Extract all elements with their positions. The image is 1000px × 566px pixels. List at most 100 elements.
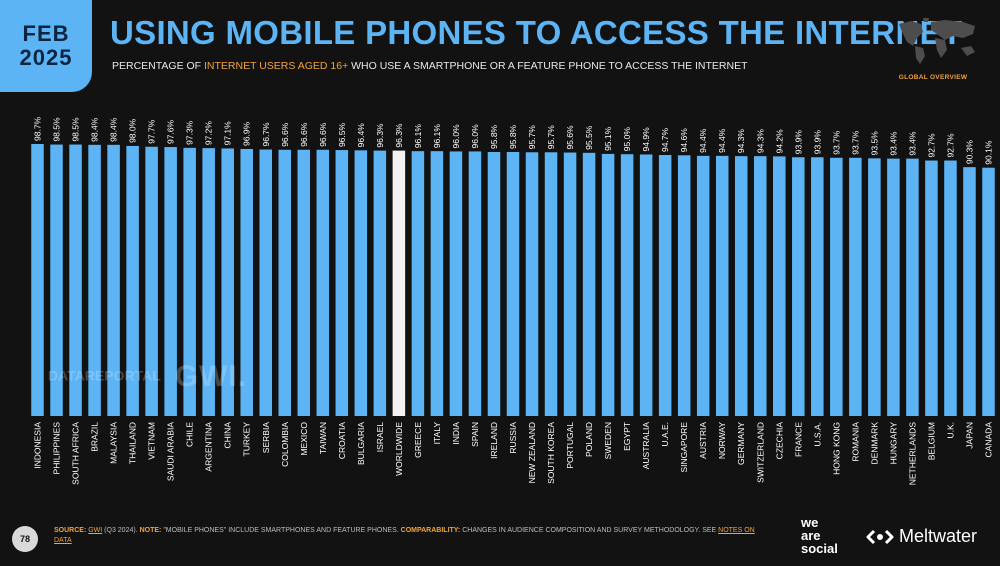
bar-netherlands — [906, 158, 919, 417]
bar-mexico — [297, 149, 311, 416]
value-label: 95.1% — [603, 126, 613, 151]
date-month: FEB — [22, 21, 70, 46]
bar-canada — [982, 167, 995, 416]
we-are-social-logo: we are social — [801, 516, 838, 555]
meltwater-icon — [866, 529, 894, 544]
value-label: 92.7% — [945, 133, 955, 158]
source-link[interactable]: GWI — [88, 527, 103, 534]
value-label: 94.9% — [641, 127, 651, 152]
category-label: MALAYSIA — [109, 422, 119, 464]
category-label: PHILIPPINES — [52, 422, 62, 475]
value-label: 93.5% — [869, 131, 879, 156]
source-note: SOURCE: GWI (Q3 2024). NOTE: "MOBILE PHO… — [54, 526, 774, 546]
category-label: GREECE — [413, 422, 423, 458]
value-label: 97.1% — [223, 121, 233, 146]
category-label: IRELAND — [489, 422, 499, 459]
category-label: ISRAEL — [375, 422, 385, 453]
bar-singapore — [677, 155, 691, 417]
value-label: 95.7% — [546, 125, 556, 150]
bar-australia — [639, 154, 653, 416]
category-label: NORWAY — [717, 422, 727, 459]
category-label: INDONESIA — [33, 422, 43, 469]
value-label: 93.4% — [888, 131, 898, 156]
bar-croatia — [335, 150, 349, 416]
bar-u-a-e- — [658, 155, 672, 416]
value-label: 96.6% — [280, 122, 290, 147]
subtitle-highlight: INTERNET USERS AGED 16+ — [203, 60, 349, 72]
bar-belgium — [925, 160, 938, 416]
value-label: 97.2% — [204, 121, 214, 146]
bar-thailand — [126, 145, 139, 416]
source-text: (Q3 2024). — [102, 527, 140, 534]
category-label: TURKEY — [242, 422, 252, 457]
bar-austria — [696, 155, 710, 416]
value-label: 96.0% — [451, 124, 461, 149]
bar-russia — [506, 151, 520, 417]
bar-malaysia — [107, 144, 120, 416]
category-label: SOUTH AFRICA — [71, 422, 81, 485]
value-label: 95.6% — [565, 125, 575, 150]
value-label: 95.0% — [622, 127, 632, 152]
bar-taiwan — [316, 149, 330, 416]
category-label: ROMANIA — [850, 422, 860, 462]
bar-italy — [430, 151, 444, 417]
bar-india — [449, 151, 463, 416]
category-label: PORTUGAL — [565, 422, 575, 469]
bar-u-s-a- — [811, 157, 824, 417]
category-label: SWITZERLAND — [755, 422, 765, 483]
value-label: 94.3% — [755, 129, 765, 154]
category-label: EGYPT — [622, 422, 632, 451]
category-label: POLAND — [584, 422, 594, 457]
category-label: WORLDWIDE — [394, 422, 404, 476]
bar-new-zealand — [525, 152, 539, 416]
value-label: 92.7% — [926, 133, 936, 158]
bar-serbia — [259, 149, 273, 416]
value-label: 98.4% — [90, 117, 100, 142]
bar-portugal — [563, 152, 577, 416]
bar-poland — [582, 152, 596, 416]
bar-vietnam — [145, 146, 158, 416]
value-label: 95.8% — [489, 124, 499, 149]
value-label: 97.3% — [185, 120, 195, 145]
value-label: 93.4% — [907, 131, 917, 156]
category-label: U.S.A. — [812, 422, 822, 447]
bar-south-korea — [544, 152, 558, 416]
comparability-label: COMPARABILITY: — [400, 527, 461, 534]
value-label: 96.1% — [432, 124, 442, 149]
bar-saudi-arabia — [164, 147, 177, 416]
global-overview-label: GLOBAL OVERVIEW — [898, 74, 968, 81]
category-label: CHILE — [185, 422, 195, 447]
category-label: AUSTRIA — [698, 422, 708, 459]
value-label: 94.6% — [679, 128, 689, 153]
value-label: 96.3% — [394, 123, 404, 148]
bar-china — [221, 148, 234, 416]
category-label: SPAIN — [470, 422, 480, 447]
value-label: 93.7% — [850, 130, 860, 155]
category-label: SOUTH KOREA — [546, 422, 556, 484]
bar-chile — [183, 147, 196, 417]
bar-brazil — [88, 144, 101, 416]
value-label: 96.4% — [356, 123, 366, 148]
bar-colombia — [278, 149, 292, 416]
logo-line-social: social — [801, 541, 838, 556]
date-year: 2025 — [19, 45, 73, 70]
date-badge: FEB 2025 — [0, 0, 92, 92]
bar-france — [792, 157, 805, 417]
value-label: 96.3% — [375, 123, 385, 148]
bar-japan — [963, 167, 976, 416]
category-label: JAPAN — [964, 422, 974, 449]
bar-denmark — [868, 158, 881, 416]
bar-israel — [373, 150, 387, 417]
category-label: THAILAND — [128, 422, 138, 464]
category-label: U.A.E. — [660, 422, 670, 447]
bar-turkey — [240, 148, 253, 416]
world-map-icon — [899, 18, 975, 64]
category-label: AUSTRALIA — [641, 422, 651, 470]
category-label: BRAZIL — [90, 422, 100, 452]
value-label: 94.4% — [717, 128, 727, 153]
value-label: 98.5% — [71, 117, 81, 142]
category-label: HONG KONG — [831, 422, 841, 475]
bar-indonesia — [31, 144, 44, 416]
category-label: SERBIA — [261, 422, 271, 454]
notes-on-data-link[interactable]: NOTES ON DATA — [54, 527, 755, 544]
